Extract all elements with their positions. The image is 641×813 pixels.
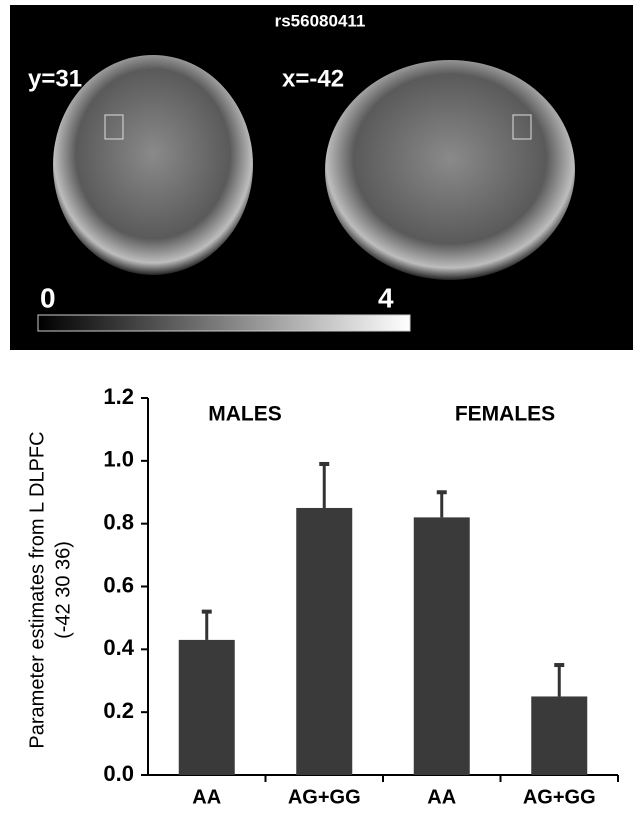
x-tick-label: AG+GG [523, 786, 596, 808]
y-tick-label: 0.2 [103, 698, 134, 723]
colorbar [38, 315, 410, 331]
image-panel: rs56080411 y=31 x=-42 0 4 [10, 5, 633, 350]
y-tick-label: 1.2 [103, 384, 134, 409]
figure: rs56080411 y=31 x=-42 0 4 Parameter esti… [0, 0, 641, 813]
coronal-slice [53, 55, 253, 275]
sagittal-slice [325, 60, 575, 280]
y-tick-label: 0.4 [103, 635, 134, 660]
y-tick-label: 0.0 [103, 761, 134, 786]
y-axis-label: (-42 30 36) [52, 541, 74, 639]
view-label: y=31 [28, 65, 82, 92]
y-tick-label: 1.0 [103, 447, 134, 472]
x-tick-label: AA [192, 786, 221, 808]
colorbar-label: 0 [40, 282, 56, 313]
x-tick-label: AG+GG [288, 786, 361, 808]
bar [179, 640, 235, 775]
colorbar-label: 4 [378, 282, 394, 313]
y-tick-label: 0.6 [103, 572, 134, 597]
x-tick-label: AA [427, 786, 456, 808]
panel-title: rs56080411 [275, 11, 366, 30]
y-axis-label: Parameter estimates from L DLPFC [26, 431, 48, 748]
y-tick-label: 0.8 [103, 509, 134, 534]
view-label: x=-42 [282, 65, 344, 92]
group-label: FEMALES [455, 403, 555, 426]
group-label: MALES [208, 403, 282, 426]
bar [531, 696, 587, 775]
bar [414, 517, 470, 775]
bar [296, 508, 352, 775]
